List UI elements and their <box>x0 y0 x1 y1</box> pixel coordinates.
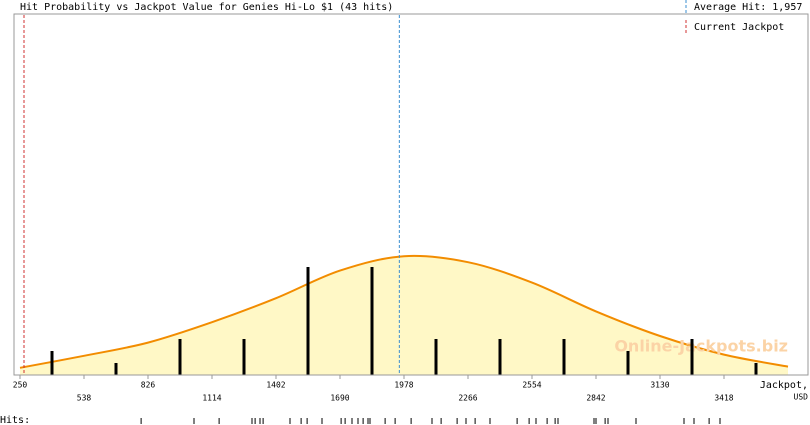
legend-label: Current Jackpot <box>694 22 784 33</box>
hits-label: Hits: <box>0 415 30 425</box>
x-tick-label: 1114 <box>202 394 221 403</box>
x-tick-label: 3418 <box>714 394 733 403</box>
bar <box>242 339 246 375</box>
bar <box>434 339 438 375</box>
bar <box>498 339 502 375</box>
x-tick-label: 1978 <box>394 381 413 390</box>
bar <box>370 267 374 375</box>
legend-label: Average Hit: 1,957 <box>694 2 802 13</box>
x-tick-label: 3130 <box>650 381 669 390</box>
x-tick-label: 2554 <box>522 381 541 390</box>
x-tick-label: 538 <box>77 394 92 403</box>
x-tick-label: 1402 <box>266 381 285 390</box>
bar <box>626 351 630 375</box>
bar <box>690 339 694 375</box>
bar <box>178 339 182 375</box>
x-tick-label: 2842 <box>586 394 605 403</box>
x-tick-label: 826 <box>141 381 156 390</box>
bar <box>50 351 54 375</box>
x-tick-label: 2266 <box>458 394 477 403</box>
x-tick-label: 1690 <box>330 394 349 403</box>
chart-title: Hit Probability vs Jackpot Value for Gen… <box>20 2 393 13</box>
bar <box>562 339 566 375</box>
watermark: Online-Jackpots.biz <box>614 337 788 356</box>
curve-area <box>20 255 788 375</box>
bar <box>306 267 310 375</box>
x-axis-label: USD <box>794 393 809 402</box>
x-tick-label: 250 <box>13 381 28 390</box>
x-axis-label: Jackpot, <box>760 380 808 391</box>
bar <box>754 363 758 375</box>
curve-line <box>19 254 789 369</box>
bar <box>114 363 118 375</box>
